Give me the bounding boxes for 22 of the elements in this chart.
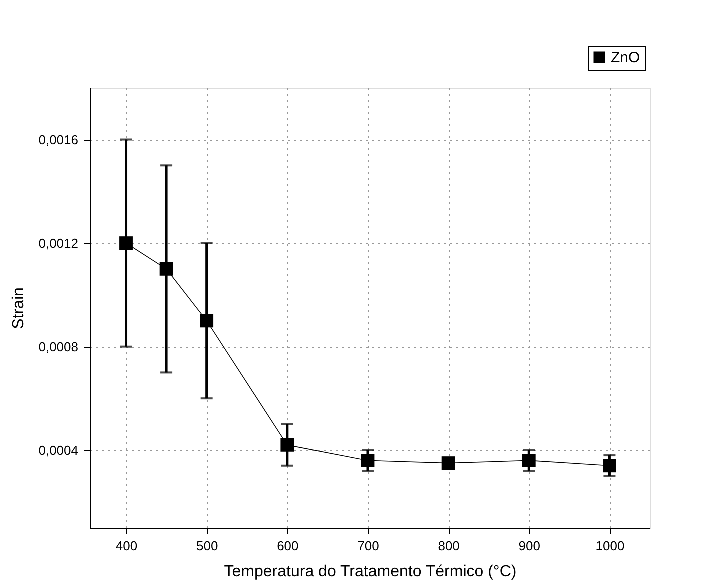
y-tick-label: 0,0012 xyxy=(38,236,78,251)
y-tick-label: 0,0004 xyxy=(38,442,78,458)
x-tick-label: 800 xyxy=(438,538,460,554)
x-tick-label: 900 xyxy=(518,538,540,554)
x-tick-label: 400 xyxy=(116,538,138,554)
x-tick-label: 700 xyxy=(358,538,380,554)
y-tick-label: 0,0016 xyxy=(38,132,78,148)
legend-label: ZnO xyxy=(611,50,640,66)
point xyxy=(361,454,375,468)
x-axis-title: Temperatura do Tratamento Térmico (°C) xyxy=(224,564,517,580)
x-tick-label: 500 xyxy=(196,538,218,554)
x-tick-label: 600 xyxy=(277,538,299,554)
point xyxy=(280,438,294,452)
point xyxy=(200,314,214,328)
point xyxy=(160,262,174,276)
x-tick-label: 1000 xyxy=(596,538,625,554)
point xyxy=(603,459,616,473)
y-axis-title: Strain xyxy=(10,288,28,330)
y-tick-label: 0,0008 xyxy=(38,339,78,354)
point xyxy=(120,236,133,250)
point xyxy=(442,456,456,470)
point xyxy=(522,454,536,468)
